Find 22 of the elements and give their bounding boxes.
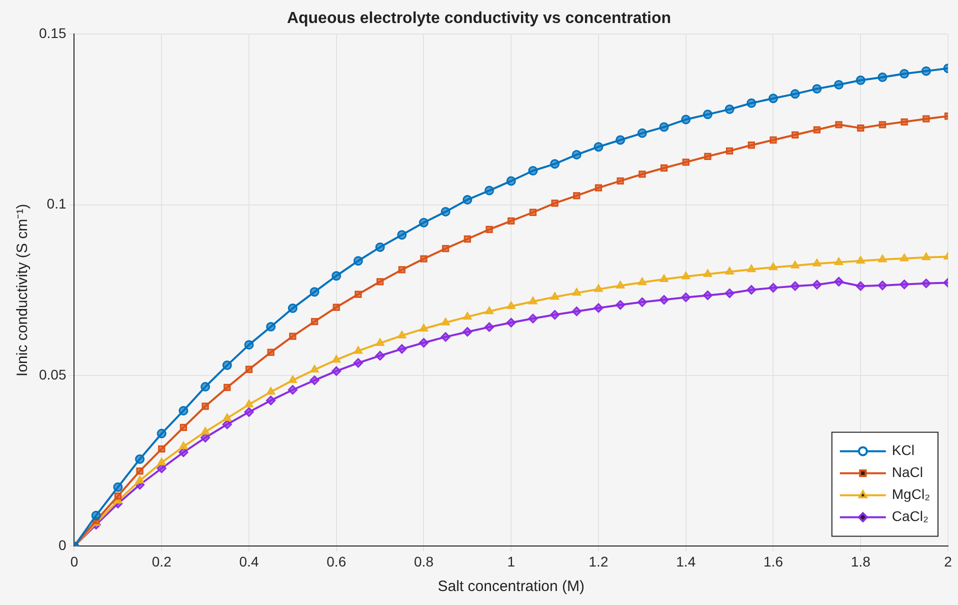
x-tick-label: 0.8 <box>414 553 434 570</box>
y-axis-title: Ionic conductivity (S cm⁻¹) <box>14 204 32 376</box>
legend-label: CaCl₂ <box>892 508 928 524</box>
x-tick-label: 1.6 <box>764 553 784 570</box>
chart-title: Aqueous electrolyte conductivity vs concentration <box>286 10 672 28</box>
x-tick-label: 1.8 <box>850 553 871 570</box>
y-tick-label: 0.05 <box>39 366 66 382</box>
x-tick-label: 2 <box>944 553 952 570</box>
x-tick-label: 0.6 <box>326 553 346 570</box>
x-tick-label: 0 <box>70 553 78 570</box>
x-tick-label: 1 <box>507 553 516 570</box>
x-tick-label: 0.4 <box>239 553 259 570</box>
y-tick-label: 0.1 <box>46 196 66 212</box>
x-axis-title: Salt concentration (M) <box>438 578 584 596</box>
legend-label: MgCl₂ <box>892 486 930 502</box>
legend-label: NaCl <box>892 464 924 480</box>
x-tick-label: 1.2 <box>588 553 608 570</box>
legend-label: KCl <box>892 442 914 458</box>
x-tick-label: 0.2 <box>152 553 172 570</box>
x-tick-label: 1.4 <box>676 553 696 570</box>
y-tick-label: 0 <box>58 537 66 554</box>
y-tick-label: 0.15 <box>39 25 66 42</box>
